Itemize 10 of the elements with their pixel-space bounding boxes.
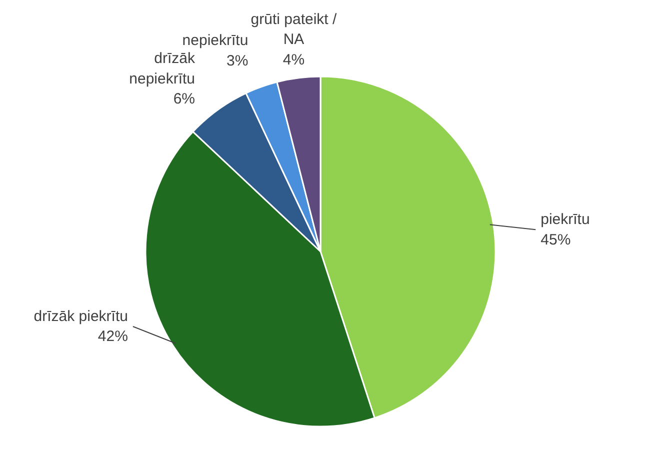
slice-label: drīzāk nepiekrītu <box>129 50 196 88</box>
slice-label: piekrītu <box>540 210 590 228</box>
data-label: 42% <box>98 328 128 346</box>
slice-label: drīzāk piekrītu <box>34 308 128 325</box>
data-label: 45% <box>540 231 571 248</box>
slice-label: grūti pateikt / NA <box>250 10 338 48</box>
data-label: 6% <box>173 90 196 108</box>
data-label: 4% <box>282 52 305 69</box>
data-label: 3% <box>226 52 248 70</box>
slice-label: nepiekrītu <box>182 32 248 49</box>
